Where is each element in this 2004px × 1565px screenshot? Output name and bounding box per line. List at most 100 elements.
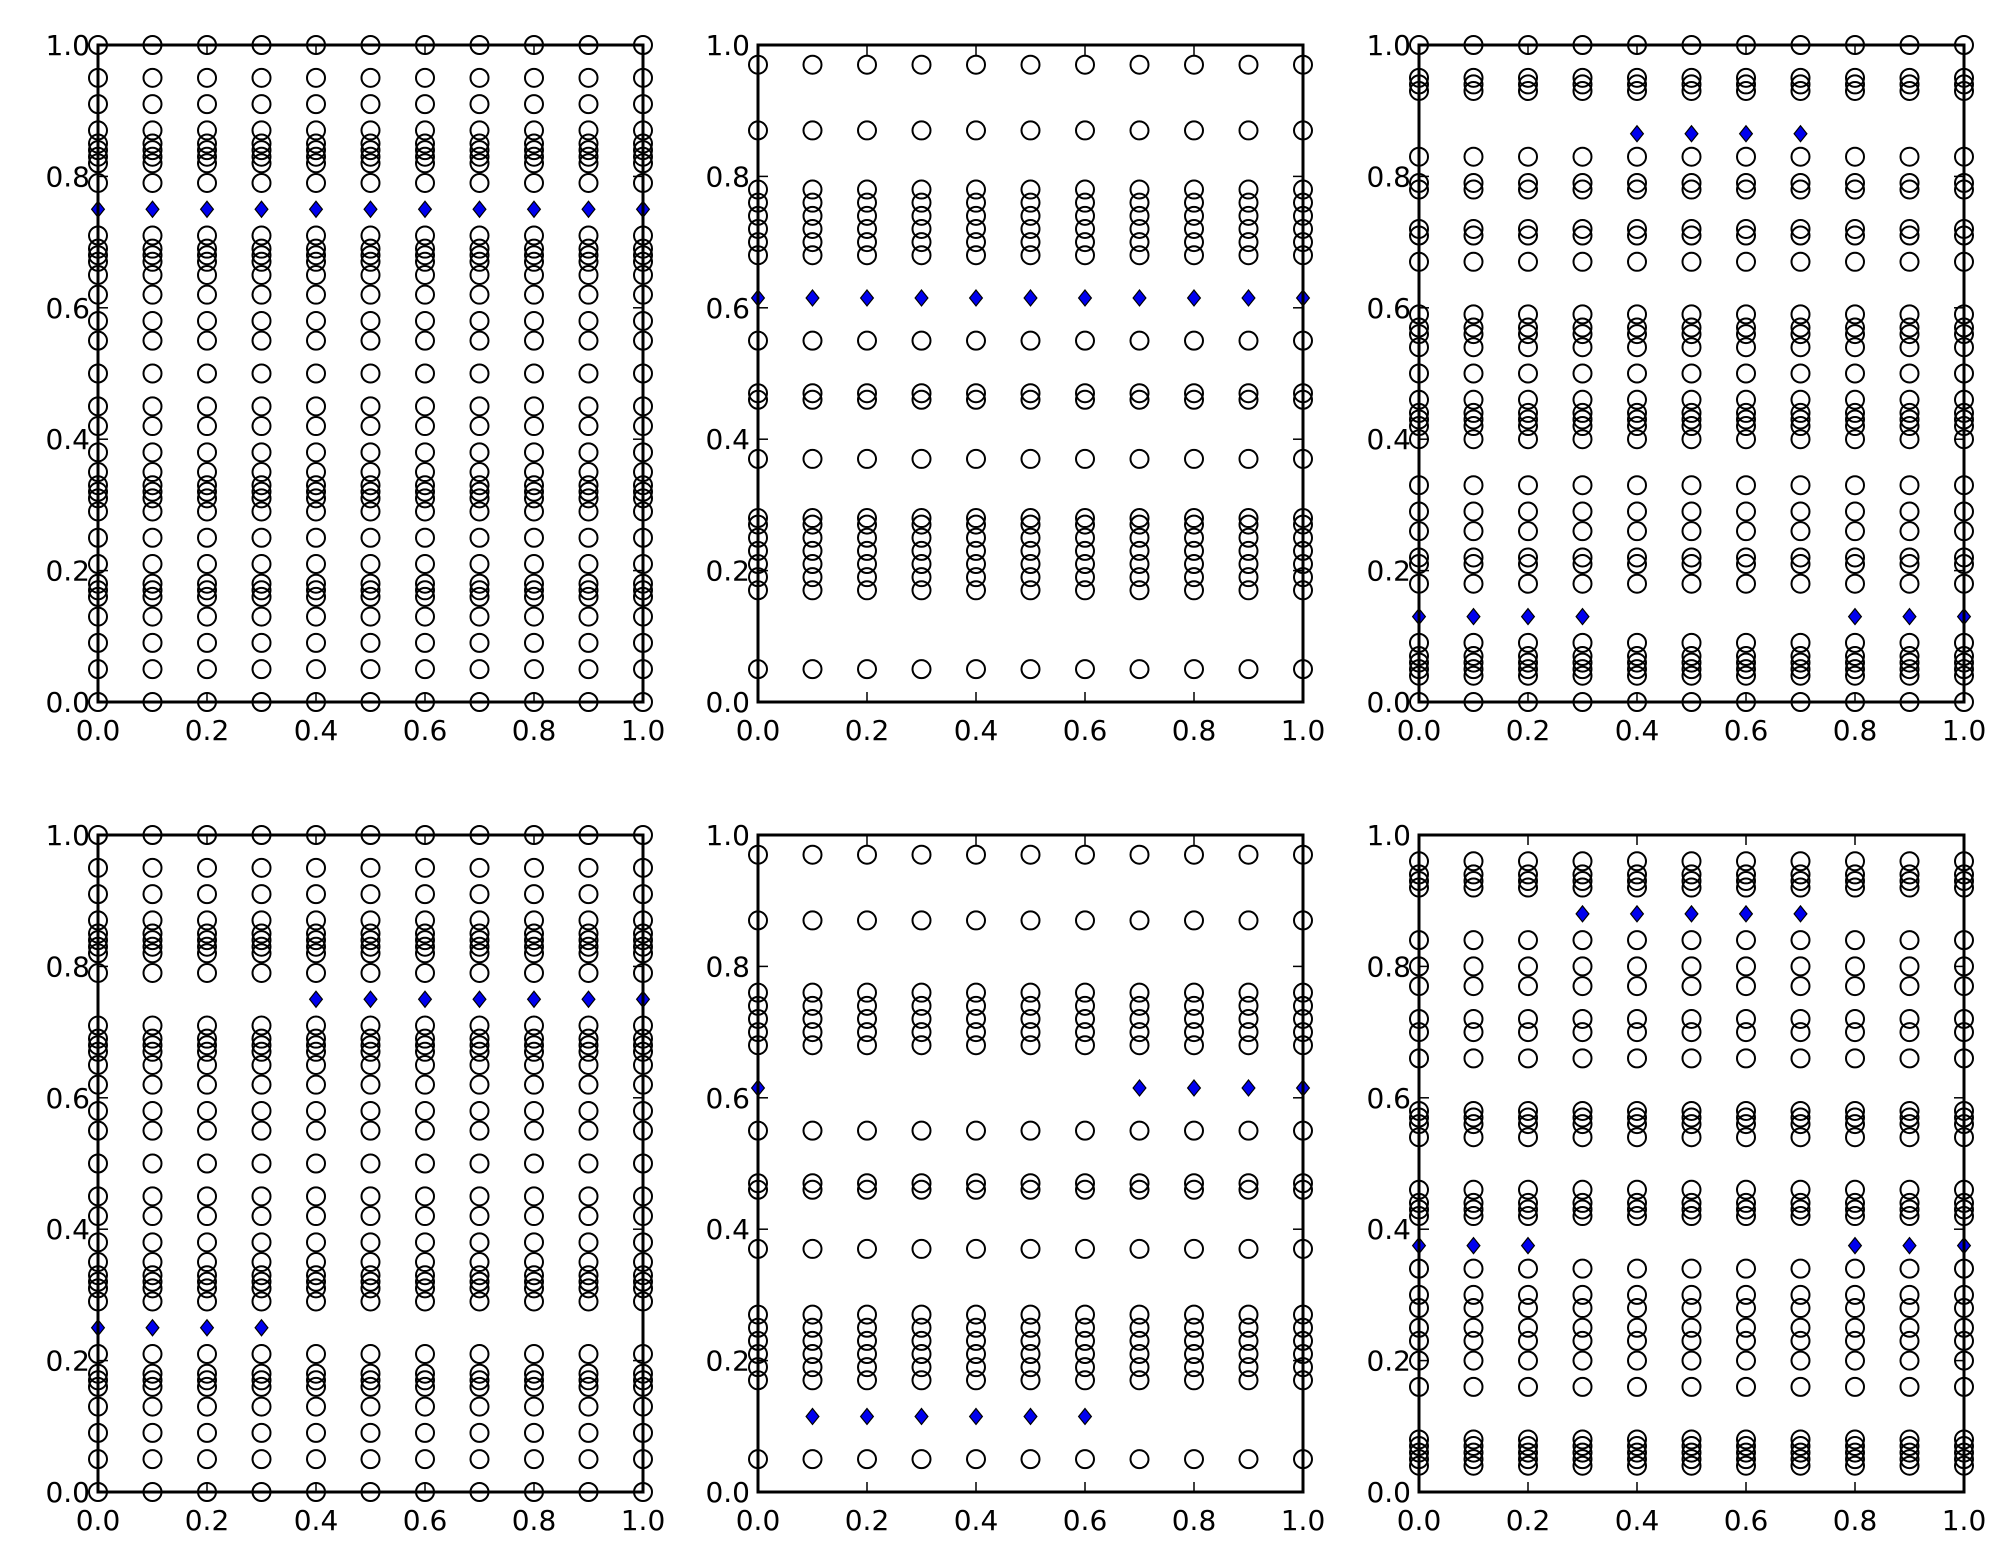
circle-marker bbox=[142, 573, 163, 594]
circle-marker bbox=[415, 1363, 435, 1384]
circle-marker bbox=[306, 363, 326, 384]
circle-marker bbox=[1736, 930, 1756, 951]
circle-marker bbox=[251, 586, 272, 607]
circle-marker bbox=[857, 910, 877, 931]
circle-marker bbox=[415, 632, 435, 653]
circle-marker bbox=[1463, 1107, 1484, 1128]
circle-marker bbox=[1075, 567, 1095, 588]
circle-marker bbox=[1790, 1199, 1811, 1220]
circle-marker bbox=[1129, 580, 1150, 601]
circle-marker bbox=[306, 1396, 326, 1417]
circle-marker bbox=[911, 1120, 932, 1141]
circle-marker bbox=[142, 133, 163, 154]
circle-marker bbox=[1627, 146, 1647, 167]
circle-marker bbox=[578, 554, 599, 575]
circle-marker bbox=[1129, 1238, 1150, 1259]
circle-marker bbox=[578, 264, 599, 285]
circle-marker bbox=[911, 383, 932, 404]
circle-marker bbox=[1627, 851, 1647, 872]
circle-marker bbox=[197, 586, 217, 607]
circle-marker bbox=[306, 481, 326, 502]
circle-marker bbox=[1845, 1100, 1865, 1121]
circle-marker bbox=[578, 606, 599, 627]
circle-marker bbox=[1020, 1120, 1041, 1141]
circle-marker bbox=[1627, 1284, 1647, 1305]
circle-marker bbox=[1518, 1317, 1538, 1338]
circle-marker bbox=[578, 1028, 599, 1049]
circle-marker bbox=[360, 1232, 381, 1253]
circle-marker bbox=[1790, 1008, 1811, 1029]
circle-marker bbox=[1572, 877, 1593, 898]
circle-marker bbox=[578, 1035, 599, 1056]
circle-marker bbox=[578, 1265, 599, 1286]
circle-marker bbox=[1518, 501, 1538, 522]
circle-marker bbox=[1627, 1127, 1647, 1148]
circle-marker bbox=[1572, 74, 1593, 95]
circle-marker bbox=[142, 580, 163, 601]
circle-marker bbox=[1463, 665, 1484, 686]
diamond-marker bbox=[472, 990, 487, 1009]
circle-marker bbox=[966, 995, 986, 1016]
circle-marker bbox=[1736, 501, 1756, 522]
circle-marker bbox=[1518, 659, 1538, 680]
circle-marker bbox=[966, 1008, 986, 1029]
circle-marker bbox=[251, 1376, 272, 1397]
circle-marker bbox=[911, 554, 932, 575]
circle-marker bbox=[306, 416, 326, 437]
circle-marker bbox=[524, 586, 544, 607]
circle-marker bbox=[469, 67, 490, 88]
circle-marker bbox=[415, 146, 435, 167]
circle-marker bbox=[857, 330, 877, 351]
circle-marker bbox=[197, 1232, 217, 1253]
circle-marker bbox=[1075, 120, 1095, 141]
circle-marker bbox=[1184, 508, 1204, 529]
circle-marker bbox=[1572, 659, 1593, 680]
circle-marker bbox=[1845, 1429, 1865, 1450]
circle-marker bbox=[415, 1376, 435, 1397]
circle-marker bbox=[415, 475, 435, 496]
circle-marker bbox=[1899, 1429, 1920, 1450]
circle-marker bbox=[1681, 877, 1702, 898]
circle-marker bbox=[142, 1054, 163, 1075]
circle-marker bbox=[197, 1370, 217, 1391]
circle-marker bbox=[1627, 1350, 1647, 1371]
circle-marker bbox=[966, 1304, 986, 1325]
circle-marker bbox=[966, 383, 986, 404]
circle-marker bbox=[415, 1422, 435, 1443]
circle-marker bbox=[578, 238, 599, 259]
axes-frame bbox=[1417, 833, 1966, 1494]
y-tick-label: 1.0 bbox=[45, 819, 90, 852]
circle-marker bbox=[251, 930, 272, 951]
circle-marker bbox=[578, 1422, 599, 1443]
circle-marker bbox=[142, 1232, 163, 1253]
circle-marker bbox=[306, 1100, 326, 1121]
subplot: 0.0 0.2 0.4 0.6 0.8 1.00.00.20.40.60.81.0 bbox=[1366, 29, 1986, 747]
circle-marker bbox=[415, 936, 435, 957]
circle-marker bbox=[142, 251, 163, 272]
circle-marker bbox=[415, 245, 435, 266]
circle-marker bbox=[1845, 652, 1865, 673]
circle-marker bbox=[1790, 646, 1811, 667]
circle-marker bbox=[251, 488, 272, 509]
circle-marker bbox=[360, 1252, 381, 1273]
circle-marker bbox=[802, 1344, 823, 1365]
y-tick-label: 0.2 bbox=[1366, 555, 1411, 588]
circle-marker bbox=[469, 910, 490, 931]
circle-marker bbox=[469, 1422, 490, 1443]
circle-marker bbox=[1736, 337, 1756, 358]
circle-marker bbox=[524, 1376, 544, 1397]
circle-marker bbox=[1845, 1258, 1865, 1279]
circle-marker bbox=[469, 943, 490, 964]
circle-marker bbox=[802, 1008, 823, 1029]
x-tick-label: 0.4 bbox=[954, 714, 999, 747]
circle-marker bbox=[1736, 1284, 1756, 1305]
circle-marker bbox=[469, 659, 490, 680]
circle-marker bbox=[578, 1252, 599, 1273]
circle-marker bbox=[1681, 1442, 1702, 1463]
circle-marker bbox=[1129, 508, 1150, 529]
circle-marker bbox=[360, 416, 381, 437]
circle-marker bbox=[1572, 870, 1593, 891]
circle-marker bbox=[1790, 251, 1811, 272]
y-tick-label: 0.0 bbox=[1366, 686, 1411, 719]
circle-marker bbox=[1184, 1179, 1204, 1200]
